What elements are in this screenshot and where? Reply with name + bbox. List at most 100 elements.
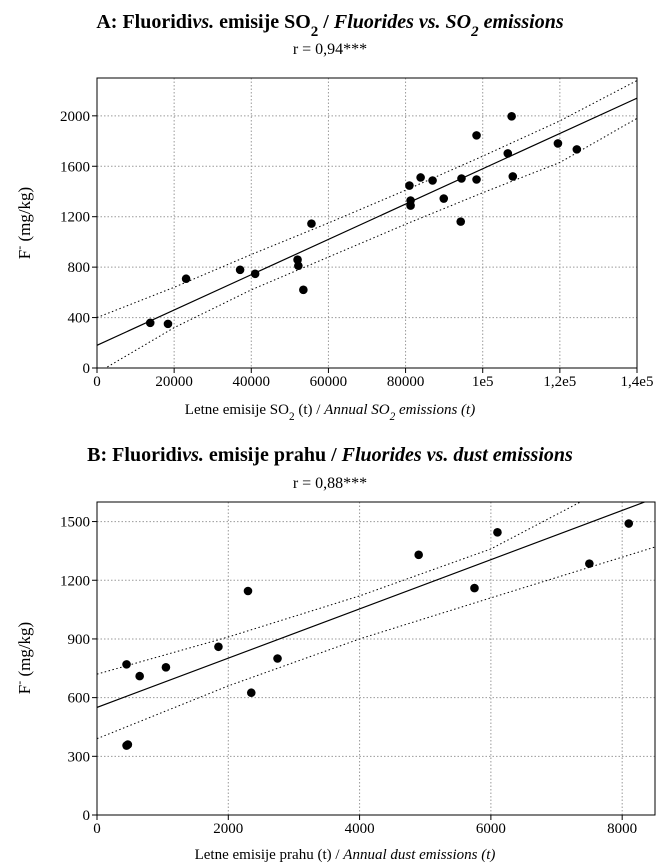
point — [472, 131, 481, 140]
point — [507, 112, 516, 121]
point — [456, 217, 466, 226]
x-axis-label: Letne emisije prahu (t) / Annual dust em… — [195, 847, 496, 863]
point — [181, 274, 191, 284]
point — [163, 319, 173, 329]
title-part: B: Fluoridi — [87, 444, 182, 466]
regression-line — [97, 502, 647, 708]
point — [472, 175, 481, 184]
x-tick-label: 1e5 — [472, 374, 494, 390]
y-tick-label: 600 — [68, 691, 91, 707]
confidence-band — [97, 546, 655, 740]
point — [503, 149, 513, 158]
chart-subtitle: r = 0,88*** — [293, 475, 367, 492]
point — [246, 688, 256, 698]
y-tick-label: 800 — [68, 260, 91, 276]
title-part: vs. — [192, 11, 214, 33]
y-tick-label: 1600 — [60, 159, 90, 175]
point — [273, 654, 282, 663]
label-part: (mg/kg) — [15, 622, 34, 681]
title-part: vs. — [182, 444, 204, 466]
plot-frame — [96, 501, 656, 816]
label-part: F — [15, 685, 34, 694]
x-axis-label: Letne emisije SO2 (t) / Annual SO2 emiss… — [185, 402, 475, 423]
label-part: Letne emisije SO — [185, 402, 289, 418]
y-tick-label: 1200 — [60, 210, 90, 226]
point — [585, 559, 594, 568]
point — [299, 285, 308, 295]
label-part: (t) / — [295, 402, 325, 418]
point — [572, 145, 582, 154]
point — [416, 173, 425, 182]
label-part: 2 — [390, 411, 396, 423]
plot-frame — [96, 77, 638, 369]
point — [235, 265, 245, 275]
chart-title: B: Fluoridivs. emisije prahu / Fluorides… — [87, 444, 573, 466]
confidence-band — [97, 502, 582, 675]
y-tick-label: 0 — [83, 361, 91, 377]
chart-title: A: Fluoridivs. emisije SO2 / Fluorides v… — [96, 11, 564, 40]
y-axis-label: F- (mg/kg) — [12, 187, 34, 259]
point — [122, 660, 131, 669]
title-part: 2 — [311, 24, 319, 40]
title-part: 2 — [470, 24, 479, 40]
x-tick-label: 2000 — [213, 821, 243, 837]
title-part: Fluorides vs. SO — [333, 11, 471, 33]
y-tick-label: 0 — [83, 808, 91, 824]
title-part: emissions — [479, 11, 564, 33]
x-tick-label: 20000 — [155, 374, 193, 390]
label-part: - — [12, 681, 26, 685]
x-tick-label: 60000 — [310, 374, 348, 390]
x-tick-label: 40000 — [233, 374, 271, 390]
label-part: emissions (t) — [395, 402, 475, 418]
point — [135, 671, 144, 681]
title-part: A: Fluoridi — [96, 11, 193, 33]
y-axis-label: F- (mg/kg) — [12, 622, 34, 694]
point — [307, 219, 316, 228]
label-part: Annual SO — [323, 402, 390, 418]
point — [405, 181, 414, 190]
y-tick-label: 900 — [68, 632, 91, 648]
point — [406, 201, 415, 210]
y-tick-label: 1500 — [60, 515, 90, 531]
confidence-band — [104, 117, 637, 368]
label-part: Annual dust emissions (t) — [342, 847, 495, 863]
y-tick-label: 400 — [68, 311, 91, 327]
title-part: Fluorides vs. dust emissions — [341, 444, 573, 466]
x-tick-label: 6000 — [476, 821, 506, 837]
title-part: / — [318, 11, 334, 33]
point — [161, 663, 171, 672]
point — [553, 139, 563, 148]
x-tick-label: 1,4e5 — [621, 374, 654, 390]
y-tick-label: 1200 — [60, 573, 90, 589]
label-part: - — [12, 246, 26, 250]
point — [243, 586, 253, 596]
point — [294, 261, 303, 271]
x-tick-label: 1,2e5 — [543, 374, 576, 390]
point — [145, 318, 155, 328]
point — [414, 550, 423, 560]
x-tick-label: 0 — [93, 821, 101, 837]
title-part: emisije SO — [214, 11, 311, 33]
y-tick-label: 2000 — [60, 109, 90, 125]
point — [470, 583, 479, 593]
point — [493, 528, 502, 537]
point — [508, 172, 518, 181]
chart-subtitle: r = 0,94*** — [293, 41, 367, 58]
x-tick-label: 0 — [93, 374, 101, 390]
label-part: (mg/kg) — [15, 187, 34, 246]
x-tick-label: 4000 — [345, 821, 375, 837]
x-tick-label: 80000 — [387, 374, 425, 390]
label-part: Letne emisije prahu (t) / — [195, 847, 344, 863]
regression-line — [97, 97, 637, 346]
point — [624, 519, 634, 528]
point — [250, 269, 260, 279]
x-tick-label: 8000 — [607, 821, 637, 837]
point — [457, 174, 466, 183]
point — [214, 642, 223, 652]
label-part: F — [15, 250, 34, 259]
point — [428, 176, 437, 185]
label-part: 2 — [289, 411, 295, 423]
point — [123, 740, 133, 749]
y-tick-label: 300 — [68, 749, 91, 765]
